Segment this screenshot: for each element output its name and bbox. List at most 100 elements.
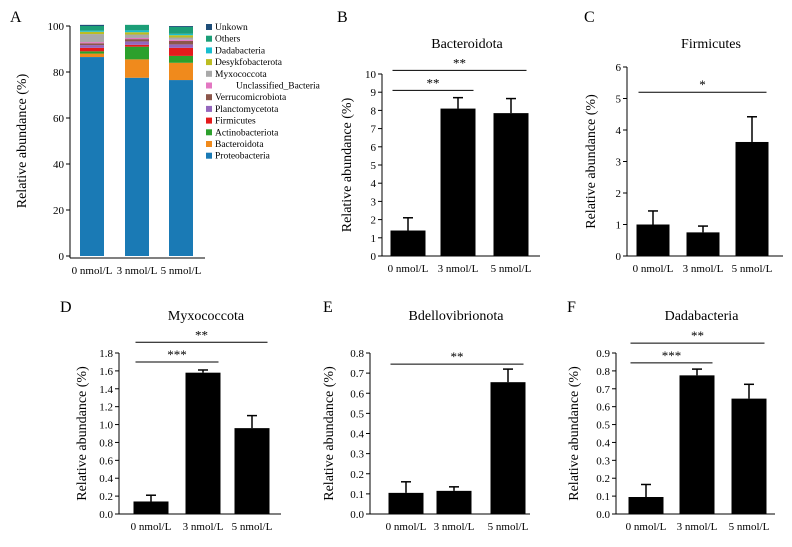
bar-d — [185, 372, 221, 514]
legend-swatch — [206, 141, 212, 147]
legend-label: Dadabacteria — [215, 46, 266, 56]
y-tick-label-e: 0.3 — [350, 449, 364, 461]
y-tick-label-a: 100 — [48, 21, 65, 33]
y-tick-label-b: 0 — [371, 251, 377, 263]
stacked-segment-firmicutes — [169, 47, 193, 56]
legend-swatch — [206, 24, 212, 30]
y-tick-label-b: 10 — [365, 69, 377, 81]
y-tick-label-d: 1.0 — [99, 420, 113, 432]
stacked-segment-myxococcota — [169, 37, 193, 40]
y-tick-label-d: 0.0 — [99, 509, 113, 521]
y-tick-label-c: 6 — [616, 62, 622, 74]
stacked-segment-others — [169, 26, 193, 34]
y-tick-label-d: 1.2 — [99, 402, 113, 414]
significance-label-b: ** — [427, 75, 440, 90]
bar-e — [388, 492, 424, 514]
y-axis-label-a: Relative abundance (%) — [15, 73, 30, 208]
y-tick-label-d: 1.8 — [99, 348, 113, 360]
x-tick-label-d: 5 nmol/L — [232, 521, 273, 533]
stacked-segment-actinobacteriota — [169, 55, 193, 63]
y-tick-label-b: 4 — [371, 178, 377, 190]
legend-label: Desykfobacterota — [215, 57, 283, 68]
bar-e — [490, 382, 526, 514]
panel-letter-b: B — [337, 9, 348, 26]
legend-label: Planctomycetota — [215, 105, 279, 115]
legend-swatch — [206, 105, 212, 112]
stacked-segment-planctomycetota — [80, 45, 104, 48]
bar-c — [686, 232, 720, 256]
stacked-segment-unkown — [169, 26, 193, 27]
panel-letter-a: A — [10, 9, 22, 26]
bar-b — [390, 230, 426, 256]
y-tick-label-f: 0.4 — [596, 437, 610, 449]
chart-panel-c: 0 1 2 3 4 5 6 0 nmol/L 3 nmol/L 5 nmol/L Relative … — [584, 37, 783, 275]
stacked-segment-unclassified_bacteria — [125, 37, 149, 40]
x-tick-label-d: 0 nmol/L — [131, 521, 172, 533]
x-tick-label-a: 3 nmol/L — [117, 265, 158, 277]
x-tick-label-b: 3 nmol/L — [438, 263, 479, 275]
y-tick-label-b: 8 — [371, 105, 377, 117]
bar-b — [440, 108, 476, 256]
y-tick-label-b: 3 — [371, 196, 377, 208]
legend-swatch — [206, 70, 212, 77]
stacked-segment-planctomycetota — [125, 41, 149, 45]
chart-title-b: Bacteroidota — [431, 37, 503, 52]
y-axis-label-c: Relative abundance (%) — [584, 94, 599, 229]
y-tick-label-f: 0.7 — [596, 384, 610, 396]
y-tick-label-a: 40 — [53, 159, 65, 171]
bar-f — [679, 375, 715, 514]
significance-label-d: ** — [195, 327, 208, 342]
x-tick-label-c: 3 nmol/L — [683, 263, 724, 275]
panel-letter-e: E — [323, 299, 333, 316]
stacked-segment-myxococcota — [80, 34, 104, 43]
x-tick-label-a: 5 nmol/L — [161, 265, 202, 277]
x-tick-label-c: 5 nmol/L — [732, 263, 773, 275]
bar-e — [436, 490, 472, 514]
stacked-segment-desykfobacterota — [125, 32, 149, 35]
stacked-segment-proteobacteria — [80, 57, 104, 256]
panel-letter-d: D — [60, 299, 72, 316]
y-tick-label-c: 0 — [616, 251, 622, 263]
stacked-segment-verrucomicrobiota — [80, 43, 104, 46]
significance-label-e: ** — [451, 349, 464, 364]
x-tick-label-f: 3 nmol/L — [677, 521, 718, 533]
y-axis-label-b: Relative abundance (%) — [340, 97, 355, 232]
y-tick-label-c: 2 — [616, 188, 622, 200]
stacked-segment-unkown — [80, 24, 104, 26]
significance-label-b: ** — [453, 55, 466, 70]
chart-title-c: Firmicutes — [681, 37, 741, 52]
chart-title-f: Dadabacteria — [665, 309, 740, 324]
y-axis-label-e: Relative abundance (%) — [322, 366, 337, 501]
y-tick-label-e: 0.1 — [350, 489, 364, 501]
chart-panel-a: 0 20 40 60 80 100 0 nmol/L 3 nmol/L 5 nmol/L Rela… — [15, 21, 321, 277]
panel-letter-c: C — [584, 9, 595, 26]
stacked-segment-proteobacteria — [169, 80, 193, 256]
y-tick-label-d: 0.2 — [99, 491, 113, 503]
bar-f — [628, 497, 664, 514]
bar-d — [133, 501, 169, 514]
legend-swatch — [206, 129, 212, 136]
y-tick-label-d: 0.8 — [99, 437, 113, 449]
x-tick-label-e: 0 nmol/L — [386, 521, 427, 533]
y-tick-label-c: 1 — [616, 220, 622, 232]
chart-panel-e: 0.0 0.1 0.2 0.3 0.4 0.5 0.6 0.7 0.8 0 nmol/L 3 nmo… — [322, 309, 530, 533]
legend-label: Unclassified_Bacteria — [236, 81, 321, 92]
stacked-segment-dadabacteria — [169, 33, 193, 36]
y-tick-label-f: 0.1 — [596, 491, 610, 503]
x-tick-label-e: 3 nmol/L — [434, 521, 475, 533]
y-tick-label-b: 7 — [371, 124, 377, 136]
y-axis-label-f: Relative abundance (%) — [567, 366, 582, 501]
x-tick-label-b: 5 nmol/L — [491, 263, 532, 275]
stacked-segment-dadabacteria — [125, 30, 149, 33]
y-tick-label-d: 1.4 — [99, 384, 113, 396]
y-tick-label-d: 0.6 — [99, 455, 113, 467]
stacked-segment-unclassified_bacteria — [169, 39, 193, 41]
chart-title-e: Bdellovibrionota — [409, 309, 505, 324]
stacked-segment-others — [80, 26, 104, 31]
bar-c — [636, 224, 670, 256]
legend-label: Actinobacteriota — [215, 128, 279, 138]
y-tick-label-c: 5 — [616, 94, 622, 106]
y-tick-label-e: 0.7 — [350, 368, 364, 380]
stacked-segment-bacteroidota — [169, 62, 193, 81]
